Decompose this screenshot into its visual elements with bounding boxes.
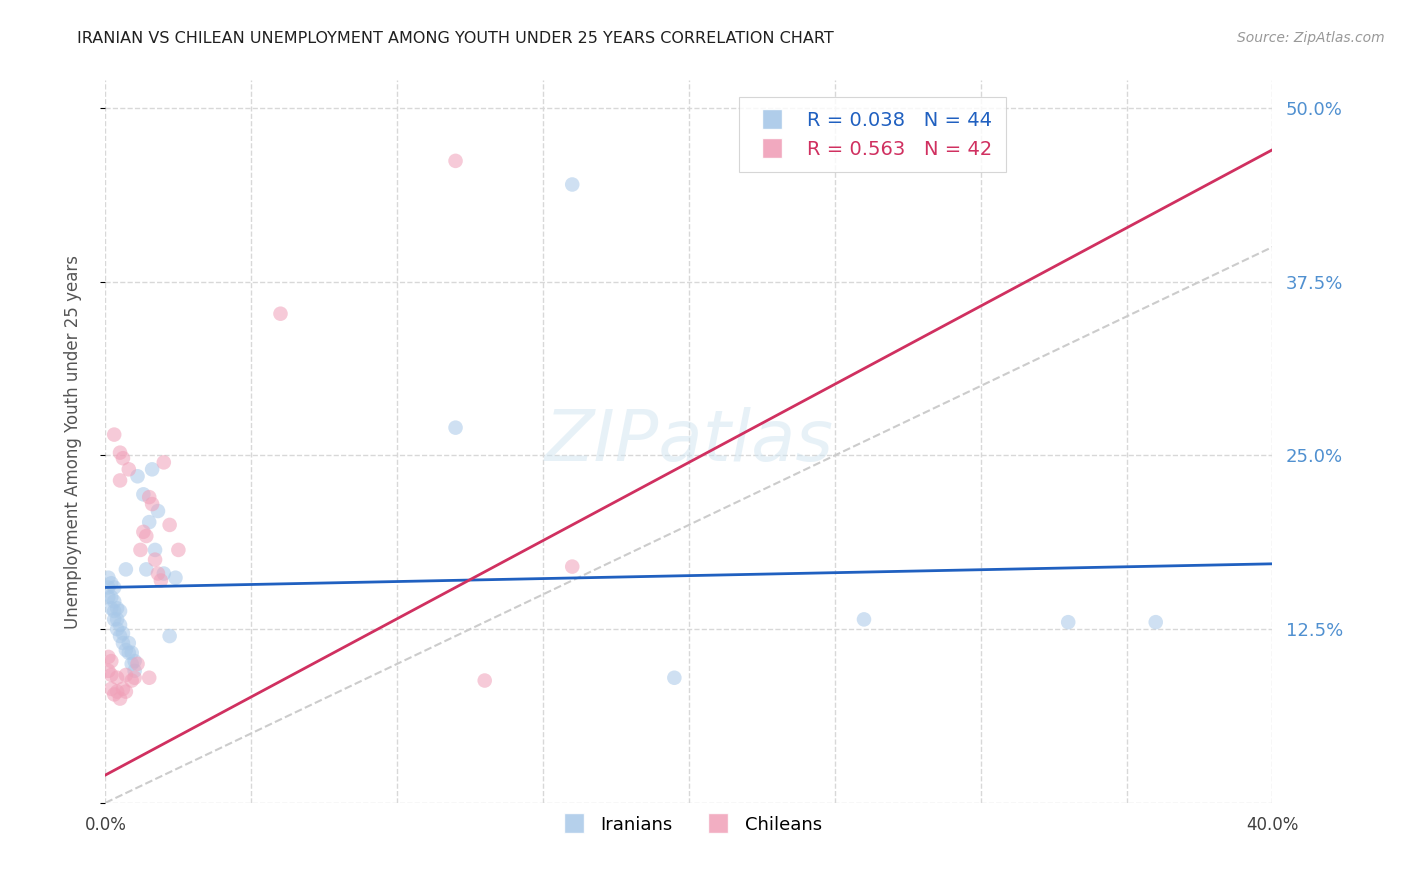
Point [111,451,134,466]
Point [105,601,128,615]
Point [127,469,149,483]
Point [105,684,128,698]
Point [135,562,157,576]
Point [105,622,128,636]
Point [108,445,131,459]
Point [146,566,169,581]
Text: Source: ZipAtlas.com: Source: ZipAtlas.com [1237,31,1385,45]
Point [108,691,131,706]
Legend: Iranians, Chileans: Iranians, Chileans [548,808,830,841]
Point [138,515,160,529]
Point [100,576,122,591]
Point [561,178,583,192]
Point [444,420,467,434]
Point [100,668,122,682]
Point [111,626,134,640]
Point [111,681,134,696]
Point [100,681,122,696]
Point [127,657,149,671]
Point [149,574,172,588]
Point [115,668,138,682]
Point [124,671,146,685]
Point [97,581,120,595]
Point [97,571,120,585]
Point [121,657,143,671]
Point [105,612,128,626]
Point [146,504,169,518]
Point [103,581,125,595]
Point [97,664,120,678]
Point [141,497,163,511]
Point [1057,615,1080,630]
Point [159,629,181,643]
Point [100,654,122,668]
Point [103,594,125,608]
Point [100,590,122,604]
Point [97,590,120,604]
Text: ZIPatlas: ZIPatlas [544,407,834,476]
Point [159,517,181,532]
Point [165,571,187,585]
Point [269,307,292,321]
Point [444,153,467,168]
Point [153,566,174,581]
Point [153,455,174,469]
Point [118,462,141,476]
Point [121,646,143,660]
Point [474,673,496,688]
Point [143,542,166,557]
Point [118,646,141,660]
Point [103,604,125,618]
Point [167,542,190,557]
Point [100,601,122,615]
Point [111,636,134,650]
Text: IRANIAN VS CHILEAN UNEMPLOYMENT AMONG YOUTH UNDER 25 YEARS CORRELATION CHART: IRANIAN VS CHILEAN UNEMPLOYMENT AMONG YO… [77,31,834,46]
Point [108,629,131,643]
Point [132,524,155,539]
Point [852,612,875,626]
Point [108,618,131,632]
Point [103,612,125,626]
Point [143,552,166,566]
Point [124,664,146,678]
Point [115,562,138,576]
Point [561,559,583,574]
Point [138,671,160,685]
Point [135,529,157,543]
Point [1144,615,1167,630]
Point [138,490,160,504]
Point [141,462,163,476]
Point [103,427,125,442]
Point [97,649,120,664]
Point [108,474,131,488]
Y-axis label: Unemployment Among Youth under 25 years: Unemployment Among Youth under 25 years [63,254,82,629]
Point [121,673,143,688]
Point [108,604,131,618]
Point [115,684,138,698]
Point [115,643,138,657]
Point [129,542,152,557]
Point [664,671,686,685]
Point [103,687,125,701]
Point [132,487,155,501]
Point [118,636,141,650]
Point [124,654,146,668]
Point [105,671,128,685]
